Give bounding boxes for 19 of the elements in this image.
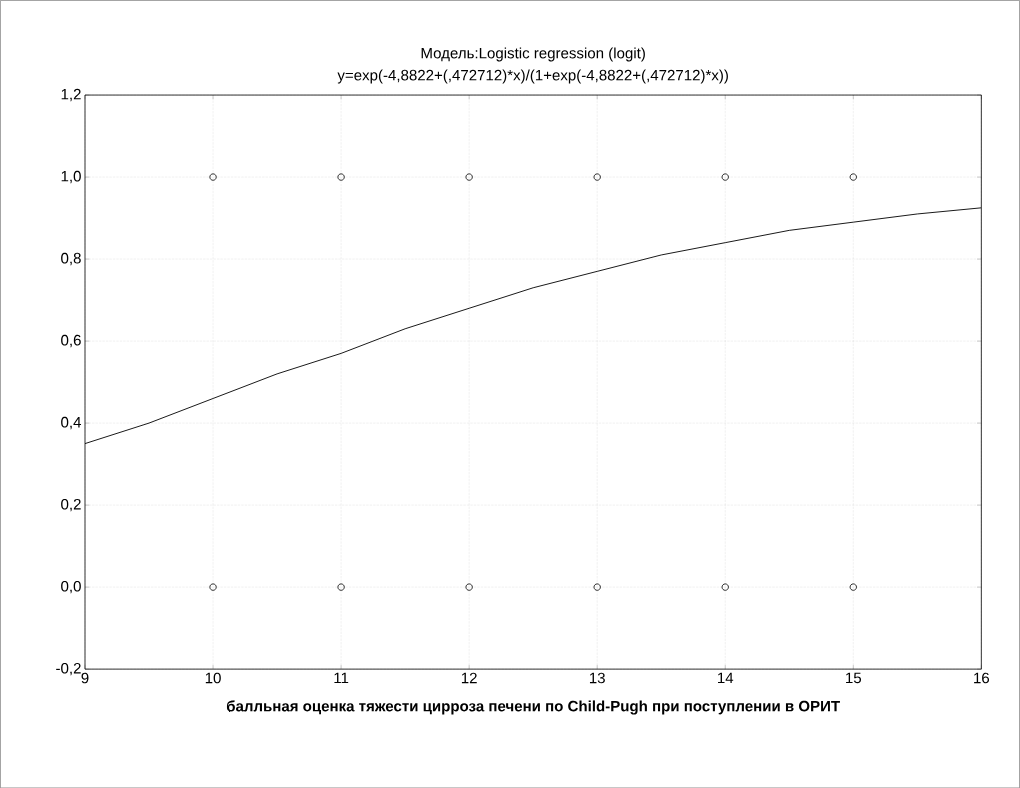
y-tick-label: 0,2 [61, 498, 81, 512]
x-tick-label: 13 [589, 672, 605, 684]
x-tick-label: 9 [81, 672, 89, 684]
y-tick-label: 0,6 [61, 334, 81, 348]
y-tick-label: 1,0 [61, 170, 81, 184]
x-tick-label: 11 [334, 672, 349, 683]
x-tick-label: 12 [461, 672, 477, 683]
x-axis-title: балльная оценка тяжести цирроза печени по Child-Pugh при поступлении в ОРИТ [226, 700, 840, 715]
x-tick-label: 16 [974, 672, 990, 684]
chart-title: Модель:Logistic regression (logit) [421, 47, 645, 62]
x-tick-label: 10 [205, 672, 221, 684]
y-tick-label: 1,2 [61, 88, 81, 102]
chart-subtitle: y=exp(-4,8822+(,472712)*x)/(1+exp(-4,8822+(,472712)*x)) [337, 69, 728, 84]
y-tick-label: 0,0 [61, 580, 81, 594]
y-tick-label: -0,2 [56, 662, 81, 676]
y-tick-label: 0,4 [61, 416, 82, 430]
x-tick-label: 14 [718, 672, 734, 683]
y-tick-label: 0,8 [61, 252, 81, 266]
x-tick-label: 15 [846, 672, 862, 683]
